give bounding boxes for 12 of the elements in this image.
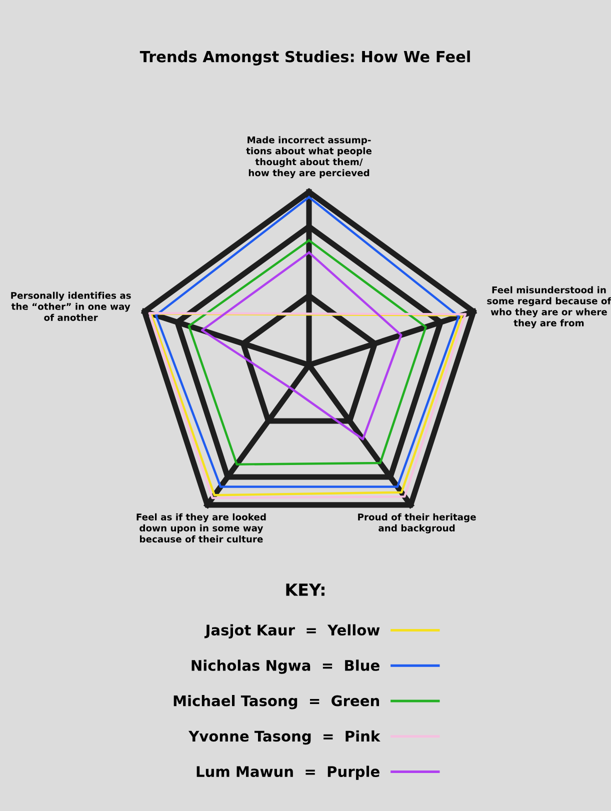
spoke-label: Personally identifies as the “other” in one way of another (11, 292, 131, 321)
legend-label: Nicholas Ngwa = Blue (192, 660, 380, 674)
spoke-label: Feel misunderstood in some regard because of who they are or where they are from (487, 286, 611, 328)
legend-title: KEY: (286, 584, 324, 596)
legend-label: Yvonne Tasong = Pink (188, 730, 380, 745)
spoke-label: Made incorrect assump- tions about what people thought about them/ how they are percieved (246, 136, 372, 178)
legend-label: Jasjot Kaur = Yellow (204, 624, 380, 638)
legend-label: Lum Mawun = Purple (196, 766, 380, 780)
spoke-label: Feel as if they are looked down upon in some way because of their culture (136, 513, 266, 543)
chart-title: Trends Amongst Studies: How We Feel (140, 50, 470, 66)
legend-label: Michael Tasong = Green (174, 695, 380, 710)
spoke-label: Proud of their heritage and backgroud (358, 513, 476, 534)
